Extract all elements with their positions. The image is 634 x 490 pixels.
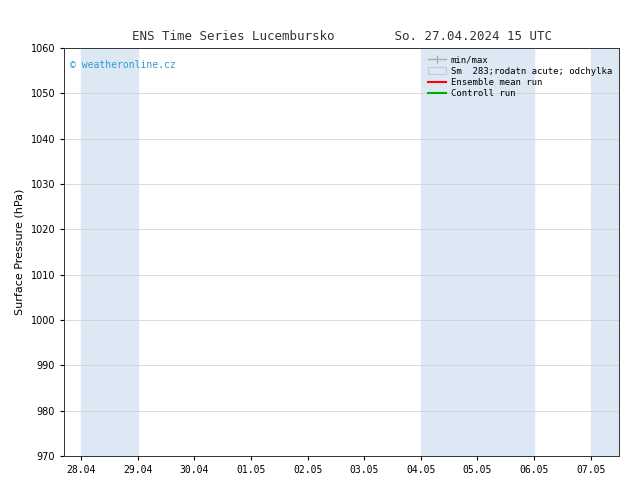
- Bar: [591, 48, 619, 456]
- Y-axis label: Surface Pressure (hPa): Surface Pressure (hPa): [15, 189, 25, 315]
- Title: ENS Time Series Lucembursko        So. 27.04.2024 15 UTC: ENS Time Series Lucembursko So. 27.04.20…: [132, 30, 552, 43]
- Legend: min/max, Sm  283;rodatn acute; odchylka, Ensemble mean run, Controll run: min/max, Sm 283;rodatn acute; odchylka, …: [425, 52, 614, 101]
- Bar: [81, 48, 138, 456]
- Text: © weatheronline.cz: © weatheronline.cz: [70, 60, 176, 70]
- Bar: [477, 48, 534, 456]
- Bar: [421, 48, 477, 456]
